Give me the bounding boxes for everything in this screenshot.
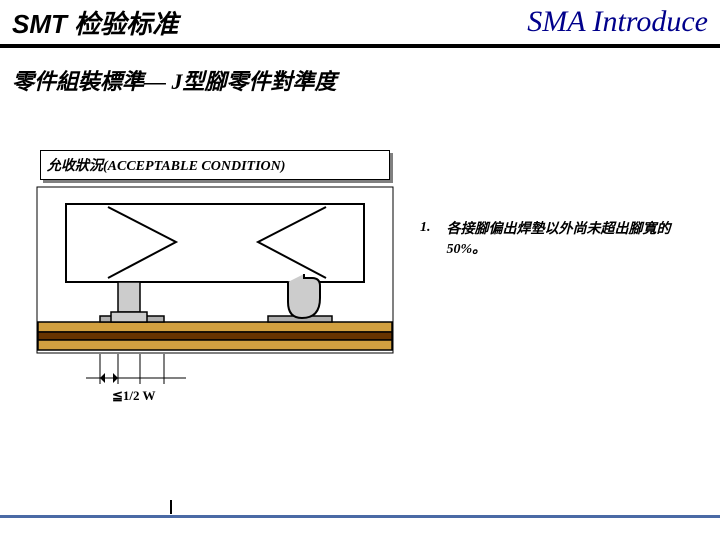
slide-header: SMT 检验标准 SMA Introduce bbox=[0, 0, 720, 48]
criteria-row: 1. 各接腳偏出焊墊以外尚未超出腳寬的50%。 bbox=[420, 220, 700, 259]
criteria-text: 各接腳偏出焊墊以外尚未超出腳寬的50%。 bbox=[447, 220, 701, 259]
condition-label: 允收狀況(ACCEPTABLE CONDITION) bbox=[47, 155, 285, 175]
condition-box: 允收狀況(ACCEPTABLE CONDITION) bbox=[40, 150, 390, 180]
slide-page: SMT 检验标准 SMA Introduce 零件組裝標準— J型腳零件對準度 … bbox=[0, 0, 720, 540]
header-title-right: SMA Introduce bbox=[527, 5, 708, 39]
footer-tick bbox=[170, 500, 172, 514]
footer-divider bbox=[0, 515, 720, 518]
svg-text:≦1/2 W: ≦1/2 W bbox=[112, 388, 156, 403]
criteria-number: 1. bbox=[420, 220, 431, 236]
figure-diagram: ≦1/2 W bbox=[36, 186, 394, 406]
slide-subtitle: 零件組裝標準— J型腳零件對準度 bbox=[12, 64, 720, 96]
header-title-left: SMT 检验标准 bbox=[12, 4, 178, 41]
